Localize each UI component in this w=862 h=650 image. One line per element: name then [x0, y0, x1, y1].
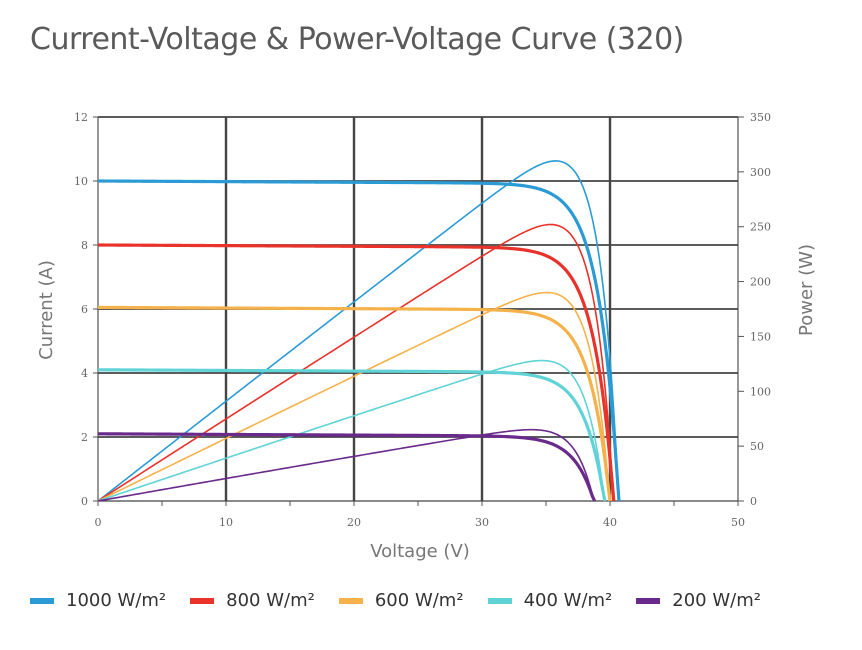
legend-label: 400 W/m² — [523, 590, 613, 611]
y-left-tick-label: 6 — [81, 303, 88, 316]
y-left-tick-label: 4 — [81, 367, 88, 380]
x-tick-label: 20 — [347, 516, 361, 529]
iv-curve-2 — [97, 305, 612, 502]
y-right-tick-label: 250 — [750, 221, 771, 234]
iv-curve-4 — [97, 432, 597, 502]
iv-curve-3 — [97, 368, 607, 502]
legend-item: 600 W/m² — [338, 590, 464, 611]
legend-item: 800 W/m² — [190, 590, 315, 611]
pv-curve-1 — [97, 223, 615, 502]
y-left-tick-label: 10 — [74, 175, 88, 188]
y-right-tick-label: 300 — [750, 166, 771, 179]
x-tick-label: 30 — [475, 516, 489, 529]
x-tick-label: 10 — [219, 516, 233, 529]
y-right-tick-label: 0 — [750, 495, 757, 508]
y-right-tick-label: 200 — [750, 276, 771, 289]
pv-curve-4 — [97, 428, 596, 502]
legend-swatch — [30, 597, 54, 604]
legend-label: 1000 W/m² — [66, 590, 167, 611]
legend-swatch — [190, 597, 215, 604]
y-axis-label-left: Current (A) — [36, 260, 57, 360]
legend-swatch — [636, 597, 661, 604]
chart-title: Current-Voltage & Power-Voltage Curve (3… — [30, 22, 684, 57]
y-left-tick-label: 2 — [81, 431, 88, 444]
y-left-tick-label: 0 — [81, 495, 88, 508]
y-right-tick-label: 350 — [750, 111, 771, 124]
pv-curve-3 — [97, 359, 606, 502]
y-axis-label-right: Power (W) — [796, 244, 817, 336]
legend-label: 800 W/m² — [226, 590, 315, 611]
y-right-tick-label: 100 — [750, 385, 771, 398]
legend-swatch — [338, 597, 363, 604]
y-left-tick-label: 8 — [81, 239, 88, 252]
iv-curve-1 — [97, 243, 616, 502]
x-tick-label: 50 — [731, 516, 745, 529]
legend-item: 200 W/m² — [636, 590, 761, 611]
legend-label: 200 W/m² — [672, 590, 761, 611]
iv-curve-0 — [97, 179, 621, 502]
legend: 1000 W/m² 800 W/m² 600 W/m² 400 W/m² 200 W/m… — [30, 590, 785, 611]
x-tick-label: 0 — [95, 516, 102, 529]
legend-item: 1000 W/m² — [30, 590, 166, 611]
x-axis-label: Voltage (V) — [370, 541, 470, 562]
y-left-tick-label: 12 — [74, 111, 88, 124]
legend-item: 400 W/m² — [487, 590, 613, 611]
x-tick-label: 40 — [603, 516, 617, 529]
legend-swatch — [487, 597, 512, 604]
y-right-tick-label: 150 — [750, 330, 771, 343]
y-right-tick-label: 50 — [750, 440, 764, 453]
legend-label: 600 W/m² — [374, 590, 464, 611]
pv-curve-2 — [97, 291, 611, 502]
